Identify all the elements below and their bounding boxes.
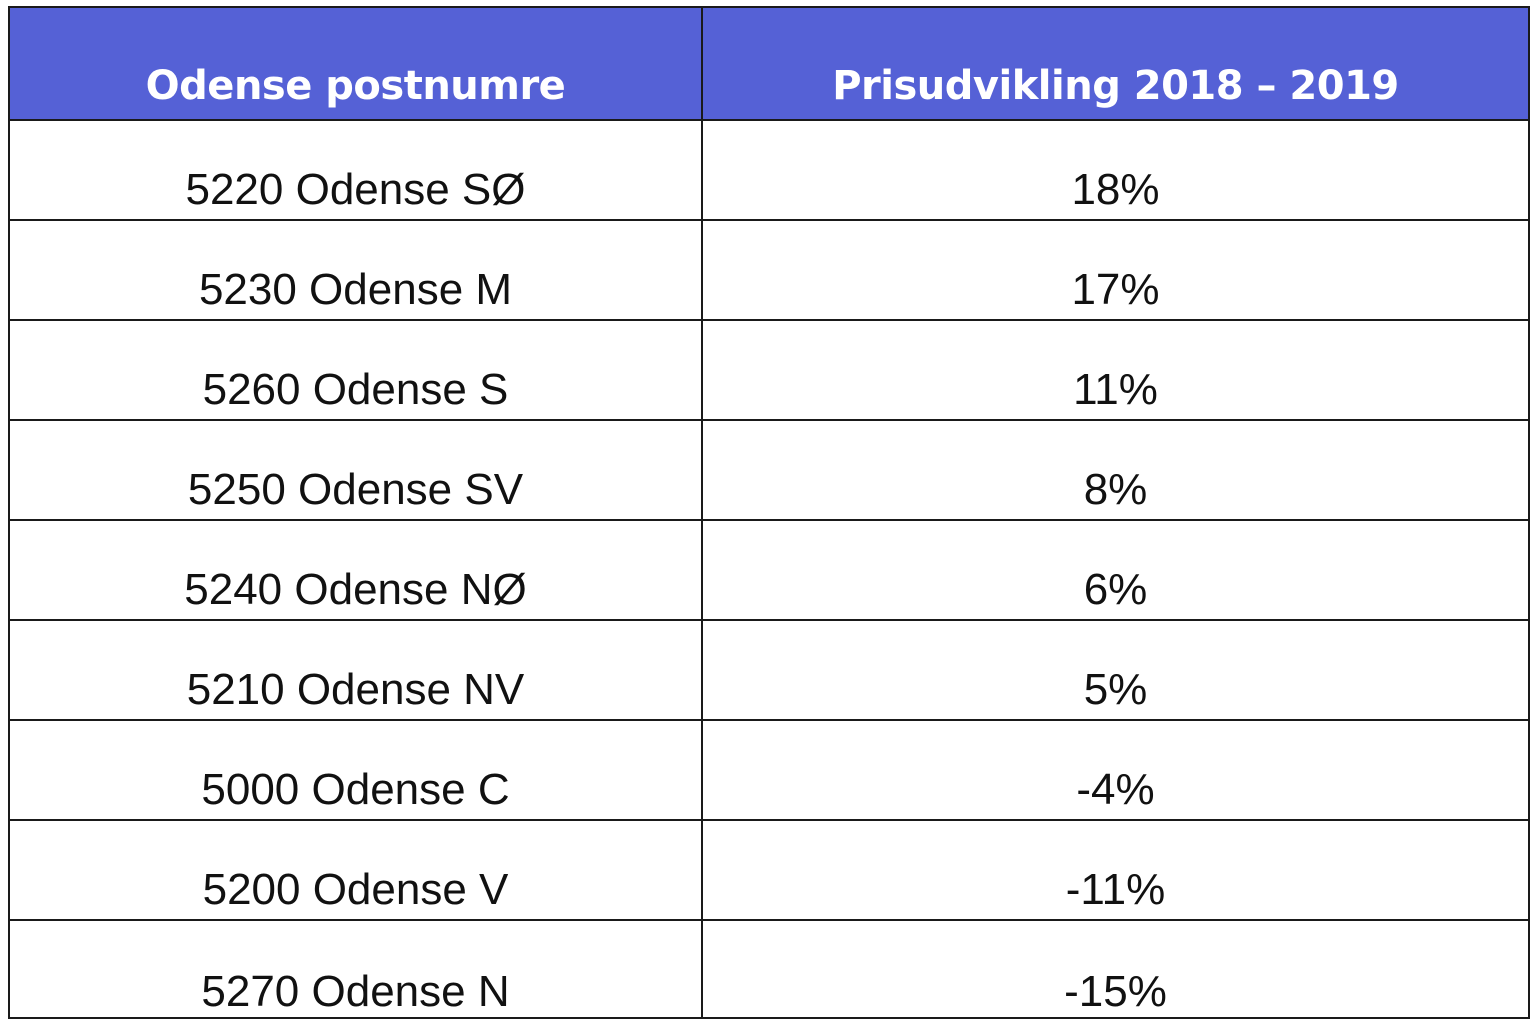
price-change-cell: -15% <box>701 919 1530 1019</box>
postal-area-cell: 5000 Odense C <box>8 719 703 821</box>
postal-area-cell: 5200 Odense V <box>8 819 703 921</box>
table-row: 5230 Odense M 17% <box>8 219 1530 321</box>
table-body: 5220 Odense SØ 18% 5230 Odense M 17% 526… <box>8 119 1530 1019</box>
price-change-cell: -4% <box>701 719 1530 821</box>
postal-area-cell: 5230 Odense M <box>8 219 703 321</box>
price-change-cell: 18% <box>701 119 1530 221</box>
price-change-cell: 17% <box>701 219 1530 321</box>
price-change-cell: 6% <box>701 519 1530 621</box>
table-row: 5250 Odense SV 8% <box>8 419 1530 521</box>
table-row: 5000 Odense C -4% <box>8 719 1530 821</box>
postal-area-cell: 5220 Odense SØ <box>8 119 703 221</box>
table-row: 5220 Odense SØ 18% <box>8 119 1530 221</box>
table-row: 5210 Odense NV 5% <box>8 619 1530 721</box>
postal-area-cell: 5270 Odense N <box>8 919 703 1019</box>
table-row: 5200 Odense V -11% <box>8 819 1530 921</box>
postal-area-cell: 5210 Odense NV <box>8 619 703 721</box>
table-row: 5240 Odense NØ 6% <box>8 519 1530 621</box>
header-price-development: Prisudvikling 2018 – 2019 <box>701 6 1530 121</box>
price-development-table: Odense postnumre Prisudvikling 2018 – 20… <box>8 6 1530 1019</box>
postal-area-cell: 5240 Odense NØ <box>8 519 703 621</box>
table-header: Odense postnumre Prisudvikling 2018 – 20… <box>8 6 1530 121</box>
price-change-cell: 5% <box>701 619 1530 721</box>
price-change-cell: -11% <box>701 819 1530 921</box>
postal-area-cell: 5260 Odense S <box>8 319 703 421</box>
header-postal-codes: Odense postnumre <box>8 6 703 121</box>
postal-area-cell: 5250 Odense SV <box>8 419 703 521</box>
price-change-cell: 11% <box>701 319 1530 421</box>
table-row: 5270 Odense N -15% <box>8 919 1530 1019</box>
header-row: Odense postnumre Prisudvikling 2018 – 20… <box>8 6 1530 121</box>
price-change-cell: 8% <box>701 419 1530 521</box>
table-row: 5260 Odense S 11% <box>8 319 1530 421</box>
